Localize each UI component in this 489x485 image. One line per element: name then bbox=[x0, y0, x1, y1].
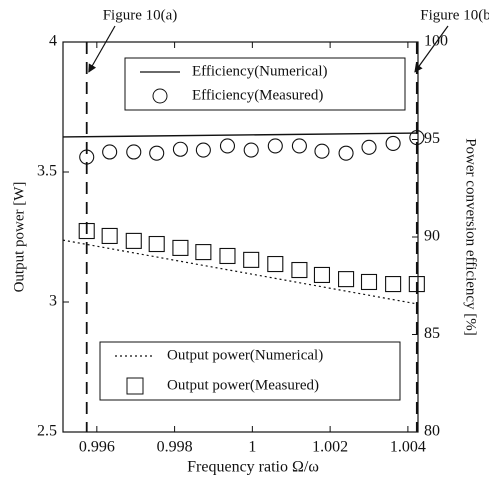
data-point bbox=[267, 138, 283, 154]
data-point bbox=[385, 135, 401, 151]
data-point bbox=[291, 261, 308, 279]
annotation-label: Figure 10(a) bbox=[103, 7, 178, 23]
y2-tick-label: 95 bbox=[424, 130, 440, 147]
legend-box bbox=[99, 341, 401, 401]
legend-label: Output power(Measured) bbox=[167, 377, 319, 393]
data-point bbox=[291, 138, 307, 154]
data-point bbox=[219, 247, 236, 265]
y2-tick-label: 85 bbox=[424, 325, 440, 342]
data-point bbox=[195, 142, 211, 158]
x-tick-label: 0.996 bbox=[79, 439, 115, 456]
data-point bbox=[126, 144, 142, 160]
x-tick-label: 0.998 bbox=[157, 439, 193, 456]
x-tick-label: 1 bbox=[248, 439, 256, 456]
data-point bbox=[361, 139, 377, 155]
legend-label: Output power(Numerical) bbox=[167, 347, 323, 363]
data-point bbox=[102, 144, 118, 160]
annotation-label: Figure 10(b) bbox=[420, 7, 489, 23]
data-point bbox=[338, 271, 355, 288]
y-tick-label: 3.5 bbox=[37, 163, 57, 180]
data-point bbox=[243, 251, 260, 268]
series-line bbox=[62, 132, 419, 138]
y-tick-label: 4 bbox=[49, 33, 57, 50]
data-point bbox=[195, 244, 212, 261]
data-point bbox=[78, 222, 95, 240]
x-tick-label: 1.004 bbox=[390, 439, 426, 456]
x-axis-label: Frequency ratio Ω/ω bbox=[187, 459, 319, 476]
annotation-arrow bbox=[88, 25, 116, 73]
series-line bbox=[62, 239, 419, 305]
data-point bbox=[360, 273, 378, 291]
y2-tick-label: 80 bbox=[424, 423, 440, 440]
data-point bbox=[408, 276, 425, 293]
x-tick-label: 1.002 bbox=[312, 439, 348, 456]
data-point bbox=[148, 235, 165, 253]
y2-tick-label: 100 bbox=[424, 33, 448, 50]
legend-label: Efficiency(Measured) bbox=[192, 87, 323, 103]
legend-swatch bbox=[152, 88, 168, 104]
legend-box bbox=[124, 57, 406, 111]
y-tick-label: 3 bbox=[49, 293, 57, 310]
annotation-arrow bbox=[414, 25, 449, 73]
y-tick-label: 2.5 bbox=[37, 423, 57, 440]
y2-tick-label: 90 bbox=[424, 228, 440, 245]
data-point bbox=[79, 149, 95, 165]
data-point bbox=[267, 255, 284, 273]
data-point bbox=[314, 143, 330, 159]
data-point bbox=[219, 138, 236, 154]
data-point bbox=[338, 145, 354, 161]
legend-swatch bbox=[126, 377, 144, 395]
data-point bbox=[172, 141, 188, 157]
data-point bbox=[172, 239, 189, 256]
data-point bbox=[149, 145, 165, 161]
y2-axis-label: Power conversion efficiency [%] bbox=[463, 138, 479, 336]
data-point bbox=[101, 227, 118, 245]
data-point bbox=[385, 276, 402, 293]
legend-label: Efficiency(Numerical) bbox=[192, 63, 327, 79]
data-point bbox=[409, 130, 425, 146]
data-point bbox=[125, 232, 142, 249]
data-point bbox=[313, 266, 331, 284]
data-point bbox=[243, 142, 259, 158]
y-axis-label: Output power [W] bbox=[11, 182, 27, 293]
